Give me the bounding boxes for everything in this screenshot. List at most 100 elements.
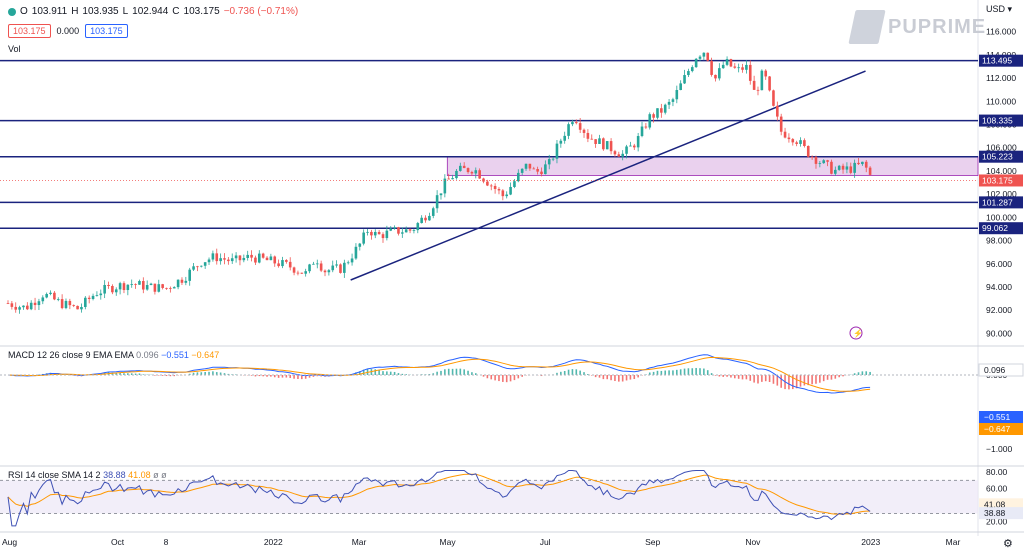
candle-body bbox=[424, 217, 427, 221]
candle-body bbox=[354, 246, 358, 259]
candle-body bbox=[714, 74, 717, 79]
candle-body bbox=[296, 272, 300, 274]
rsi-value: 38.88 bbox=[103, 470, 126, 480]
candle-body bbox=[559, 140, 563, 144]
level-price-label: 99.062 bbox=[982, 223, 1008, 233]
time-tick-label: Nov bbox=[745, 537, 761, 547]
macd-legend[interactable]: MACD 12 26 close 9 EMA EMA 0.096 −0.551 … bbox=[8, 350, 219, 360]
candle-body bbox=[45, 293, 48, 298]
candle-body bbox=[408, 229, 412, 231]
candle-body bbox=[826, 160, 829, 162]
candle-body bbox=[14, 306, 18, 310]
price-tick-label: 90.000 bbox=[986, 328, 1012, 338]
candle-body bbox=[308, 264, 311, 272]
price-tick-label: 112.000 bbox=[986, 73, 1016, 83]
candle-body bbox=[95, 295, 99, 296]
candle-body bbox=[169, 288, 172, 289]
bid-button[interactable]: 103.175 bbox=[8, 24, 51, 38]
candle-body bbox=[385, 230, 389, 239]
macd-label: MACD 12 26 close 9 EMA EMA bbox=[8, 350, 134, 360]
macd-value-label: 0.096 bbox=[984, 365, 1006, 375]
candle-body bbox=[470, 172, 474, 174]
candle-body bbox=[416, 223, 420, 231]
candle-body bbox=[563, 135, 566, 141]
candle-body bbox=[675, 90, 679, 100]
candle-body bbox=[122, 283, 126, 291]
candle-body bbox=[149, 283, 153, 286]
ask-button[interactable]: 103.175 bbox=[85, 24, 128, 38]
candle-body bbox=[656, 108, 659, 118]
candle-body bbox=[134, 284, 137, 285]
volume-label[interactable]: Vol bbox=[8, 44, 21, 54]
candle-body bbox=[87, 297, 91, 299]
candle-body bbox=[532, 168, 536, 170]
candle-body bbox=[443, 178, 447, 194]
candle-body bbox=[130, 284, 134, 285]
candle-body bbox=[648, 114, 652, 128]
rsi-legend[interactable]: RSI 14 close SMA 14 2 38.88 41.08 ø ø bbox=[8, 470, 167, 480]
candle-body bbox=[462, 165, 466, 169]
high-value: 103.935 bbox=[82, 6, 119, 17]
candle-body bbox=[791, 139, 795, 143]
candle-body bbox=[779, 116, 783, 132]
candle-body bbox=[397, 227, 400, 234]
price-tick-label: 106.000 bbox=[986, 143, 1017, 153]
price-tick-label: 98.000 bbox=[986, 236, 1012, 246]
lightning-glyph: ⚡ bbox=[853, 328, 863, 338]
price-tick-label: 116.000 bbox=[986, 27, 1016, 37]
candle-body bbox=[544, 164, 547, 175]
candle-body bbox=[273, 256, 277, 264]
candle-body bbox=[227, 259, 230, 262]
candle-body bbox=[702, 52, 706, 57]
candle-body bbox=[33, 302, 37, 306]
watermark-text: PUPRIME bbox=[888, 15, 987, 38]
candle-body bbox=[269, 256, 273, 261]
candle-body bbox=[312, 263, 315, 265]
candle-body bbox=[853, 162, 856, 173]
candle-body bbox=[841, 165, 845, 170]
candle-body bbox=[644, 126, 648, 128]
candle-body bbox=[331, 265, 335, 271]
candle-body bbox=[238, 255, 242, 261]
candle-body bbox=[381, 234, 385, 239]
rsi-sma-value: 41.08 bbox=[128, 470, 151, 480]
candle-body bbox=[285, 260, 288, 262]
candle-body bbox=[277, 263, 280, 267]
candle-body bbox=[188, 269, 191, 281]
candle-body bbox=[26, 305, 29, 310]
candle-body bbox=[335, 264, 338, 266]
candle-body bbox=[84, 297, 87, 308]
candle-body bbox=[629, 145, 632, 147]
currency-label[interactable]: USD ▾ bbox=[986, 4, 1013, 14]
candle-body bbox=[745, 64, 748, 70]
candle-body bbox=[520, 168, 524, 173]
candle-body bbox=[412, 230, 416, 231]
candle-body bbox=[617, 154, 621, 157]
macd-value-tag bbox=[979, 411, 1023, 423]
candle-body bbox=[358, 243, 362, 247]
current-price-tag bbox=[979, 174, 1023, 187]
price-tick-label: 100.000 bbox=[986, 212, 1017, 222]
candle-body bbox=[524, 163, 528, 169]
candle-body bbox=[172, 287, 176, 289]
candle-body bbox=[346, 262, 350, 264]
candle-body bbox=[435, 195, 439, 209]
candle-body bbox=[343, 262, 346, 273]
candle-body bbox=[49, 292, 52, 294]
candle-body bbox=[265, 257, 269, 261]
candle-body bbox=[80, 307, 83, 310]
price-tick-label: 92.000 bbox=[986, 305, 1012, 315]
candle-body bbox=[29, 302, 33, 310]
candle-body bbox=[304, 271, 307, 274]
candle-body bbox=[230, 258, 234, 262]
watermark-logo: PUPRIME bbox=[848, 10, 987, 44]
candle-body bbox=[636, 136, 640, 148]
candle-body bbox=[725, 59, 729, 65]
candle-body bbox=[493, 185, 497, 190]
candle-body bbox=[64, 300, 68, 309]
macd-signal-value: −0.647 bbox=[191, 350, 220, 360]
macd-line-value: −0.551 bbox=[161, 350, 189, 360]
candle-body bbox=[733, 66, 737, 68]
ohlc-legend: O 103.911 H 103.935 L 102.944 C 103.175 −0.7… bbox=[8, 6, 298, 17]
candle-body bbox=[602, 138, 605, 150]
